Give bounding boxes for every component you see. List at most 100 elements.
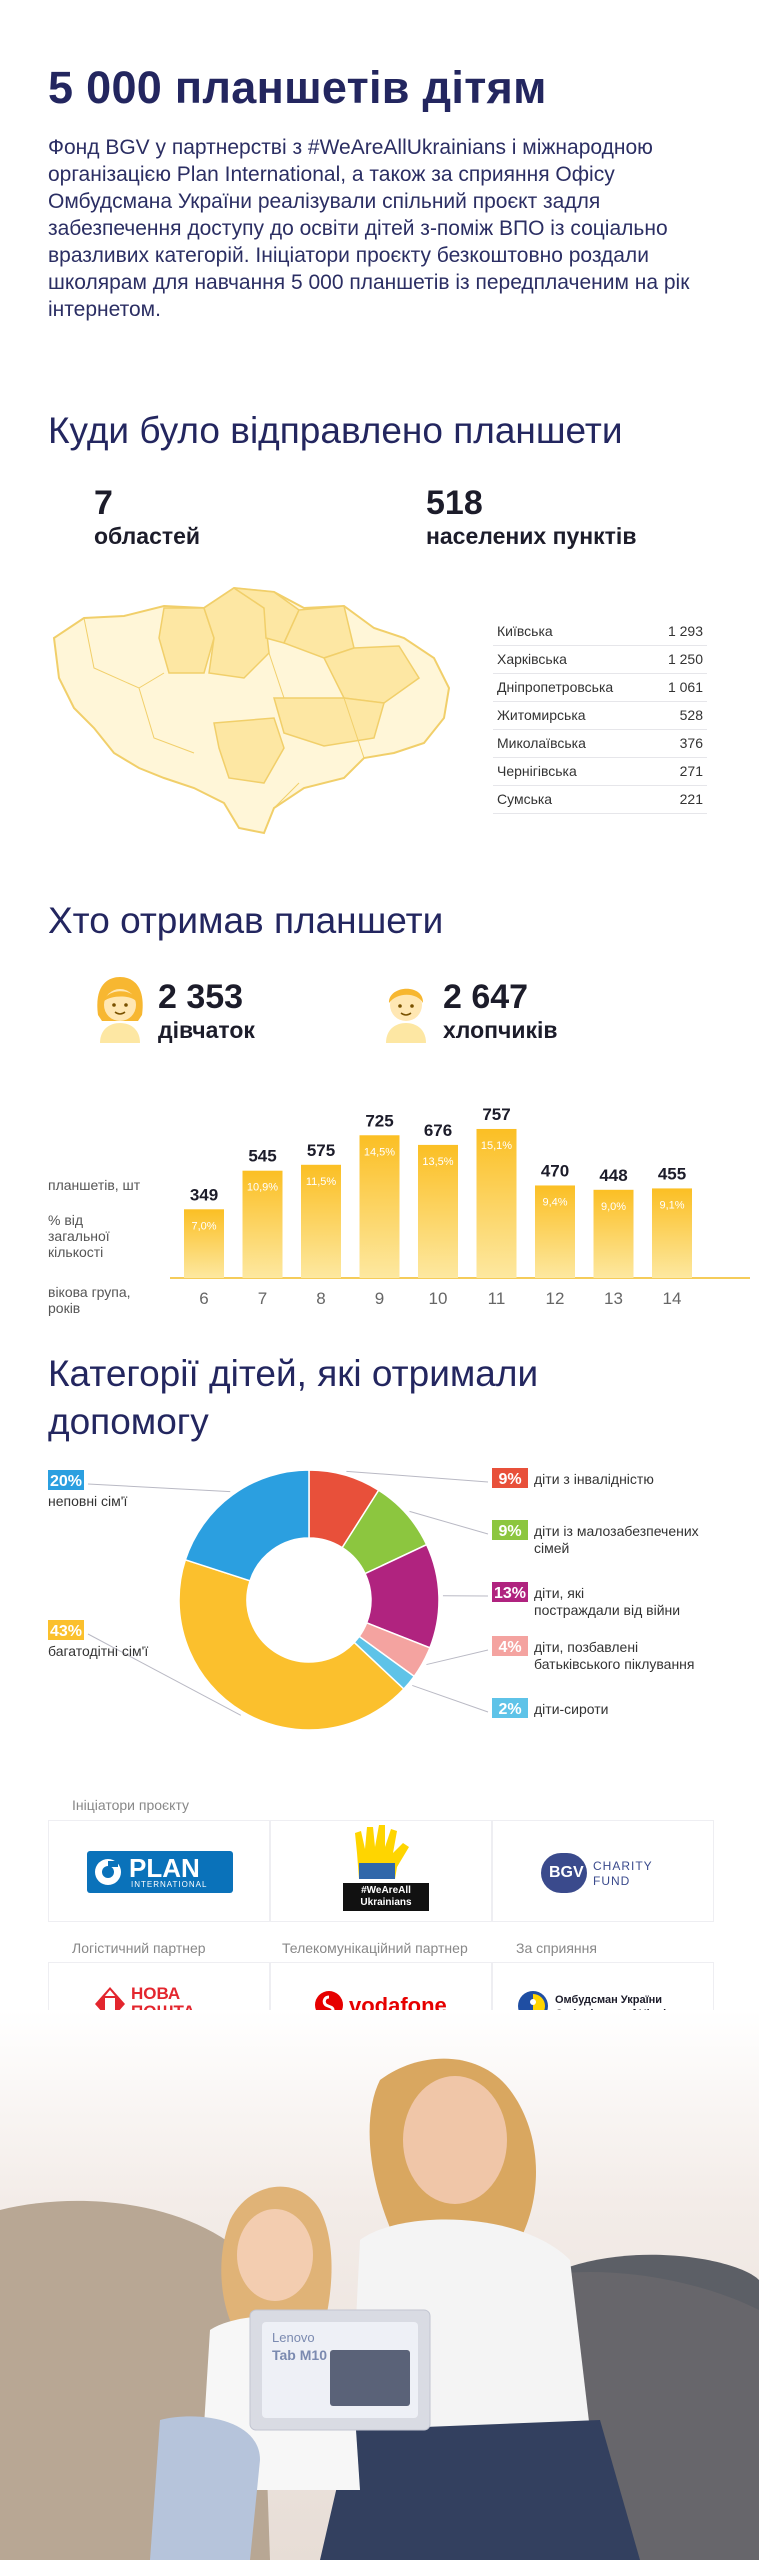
donut-pct-badge xyxy=(48,1620,84,1640)
hand-icon xyxy=(355,1825,409,1879)
donut-leader-line xyxy=(87,1483,231,1493)
region-value: 1 250 xyxy=(667,651,703,667)
age-tick-label: 12 xyxy=(546,1289,565,1308)
telecom-caption: Телекомунікаційний партнер xyxy=(282,1940,468,1956)
section-categories-heading: Категорії дітей, які отримали допомогу xyxy=(48,1353,539,1442)
bar xyxy=(593,1189,634,1278)
donut-pct-badge xyxy=(492,1520,528,1540)
plan-logo-box: PLAN INTERNATIONAL xyxy=(48,1820,270,1922)
section-recipients-heading: Хто отримав планшети xyxy=(48,900,444,941)
girl-icon xyxy=(97,977,143,1043)
plan-logo-sub: INTERNATIONAL xyxy=(131,1880,208,1889)
region-row: Київська 1 293 xyxy=(493,618,707,646)
page-title: 5 000 планшетів дітям xyxy=(48,62,547,113)
region-row: Харківська 1 250 xyxy=(493,646,707,674)
bar xyxy=(359,1135,400,1278)
donut-category-label: діти, позбавлені xyxy=(534,1639,638,1655)
donut-pct-label: 2% xyxy=(498,1701,521,1718)
bar-pct-label: 10,9% xyxy=(247,1182,278,1194)
age-tick-label: 10 xyxy=(429,1289,448,1308)
region-row: Дніпропетровська 1 061 xyxy=(493,674,707,702)
plan-globe-icon xyxy=(95,1859,121,1885)
donut-category-label: діти, які xyxy=(534,1585,584,1601)
bar-value-label: 455 xyxy=(658,1164,686,1183)
bar xyxy=(418,1144,458,1278)
bar-pct-label: 11,5% xyxy=(306,1176,337,1188)
support-caption: За сприяння xyxy=(516,1940,597,1956)
age-tick-label: 9 xyxy=(375,1289,384,1308)
donut-category-label: діти із малозабезпечених xyxy=(534,1523,699,1539)
donut-pct-label: 9% xyxy=(498,1523,521,1540)
region-row: Житомирська 528 xyxy=(493,702,707,730)
bar-value-label: 470 xyxy=(541,1161,569,1180)
region-zhytomyr xyxy=(158,607,215,674)
region-row: Чернігівська 271 xyxy=(493,758,707,786)
region-value: 221 xyxy=(679,791,703,807)
region-name: Дніпропетровська xyxy=(497,679,614,695)
boy-icon xyxy=(386,988,426,1043)
initiators-caption: Ініціатори проєкту xyxy=(72,1797,190,1813)
region-row: Сумська 221 xyxy=(493,786,707,814)
donut-pct-label: 20% xyxy=(50,1473,82,1490)
stat-regions-label: областей xyxy=(94,523,201,549)
donut-pct-label: 9% xyxy=(498,1471,521,1488)
nova-logo-line1: НОВА xyxy=(131,1984,181,2003)
donut-pct-label: 13% xyxy=(494,1585,526,1602)
age-tick-label: 11 xyxy=(488,1289,506,1308)
donut-leader-line xyxy=(409,1510,489,1535)
bar xyxy=(652,1188,692,1278)
region-value: 271 xyxy=(679,763,703,779)
region-name: Миколаївська xyxy=(497,735,586,751)
bgv-logo: BGV xyxy=(541,1853,587,1893)
stat-girls: 2 353 дівчаток xyxy=(158,978,255,1044)
donut-leader-line xyxy=(346,1470,489,1483)
donut-pct-badge xyxy=(48,1470,84,1490)
section-sent-heading: Куди було відправлено планшети xyxy=(48,410,623,451)
age-tick-label: 6 xyxy=(199,1289,208,1308)
donut-category-label: діти-сироти xyxy=(534,1701,609,1717)
stat-boys-number: 2 647 xyxy=(443,978,529,1016)
bar xyxy=(242,1170,283,1278)
region-value: 1 061 xyxy=(667,679,703,695)
bgv-logo-box: BGV CHARITY FUND xyxy=(492,1820,714,1922)
age-tick-label: 13 xyxy=(604,1289,623,1308)
region-name: Чернігівська xyxy=(497,763,577,779)
ukraine-map xyxy=(52,586,451,835)
plan-logo-text: PLAN xyxy=(129,1853,200,1883)
bar-pct-label: 9,4% xyxy=(542,1196,567,1208)
donut-slice xyxy=(184,1469,310,1582)
donut-pct-badge xyxy=(492,1468,528,1488)
label-age: вікова група, років xyxy=(48,1284,131,1316)
age-tick-label: 14 xyxy=(663,1289,682,1308)
stat-settlements-number: 518 xyxy=(426,484,483,522)
age-tick-label: 7 xyxy=(258,1289,267,1308)
donut-category-label: багатодітні сім'ї xyxy=(48,1643,148,1659)
bar xyxy=(476,1128,517,1278)
logistics-caption: Логістичний партнер xyxy=(72,1940,206,1956)
bar-pct-label: 14,5% xyxy=(364,1146,395,1158)
region-value: 376 xyxy=(679,735,703,751)
stat-settlements-label: населених пунктів xyxy=(426,523,637,549)
region-row: Миколаївська 376 xyxy=(493,730,707,758)
bar-value-label: 448 xyxy=(599,1166,627,1185)
family-photo-illustration: Lenovo Tab M10 HD xyxy=(0,2010,759,2560)
region-value: 1 293 xyxy=(667,623,703,639)
bar-chart: 349 7,0% 6 545 10,9% 7 575 11,5% 8 725 14,5% 9 676 13… xyxy=(170,1105,750,1308)
donut-pct-badge xyxy=(492,1698,528,1718)
bar-value-label: 725 xyxy=(365,1111,393,1130)
family-photo: Lenovo Tab M10 HD xyxy=(0,2010,759,2560)
region-value: 528 xyxy=(679,707,703,723)
bar xyxy=(301,1164,341,1278)
stat-boys-label: хлопчиків xyxy=(443,1017,558,1043)
wearall-logo-box: #WeAreAll Ukrainians xyxy=(270,1820,492,1922)
label-tablets: планшетів, шт xyxy=(48,1177,141,1193)
intro-text: Фонд BGV у партнерстві з #WeAreAllUkrain… xyxy=(48,136,690,321)
region-name: Київська xyxy=(497,623,553,639)
bar-pct-label: 9,1% xyxy=(659,1199,684,1211)
region-name: Житомирська xyxy=(497,707,586,723)
age-tick-label: 8 xyxy=(316,1289,325,1308)
regions-table: Київська 1 293 Харківська 1 250 Дніпропетров… xyxy=(493,618,707,814)
bar-pct-label: 15,1% xyxy=(481,1140,512,1152)
bar xyxy=(535,1185,575,1278)
stat-girls-label: дівчаток xyxy=(158,1017,255,1043)
